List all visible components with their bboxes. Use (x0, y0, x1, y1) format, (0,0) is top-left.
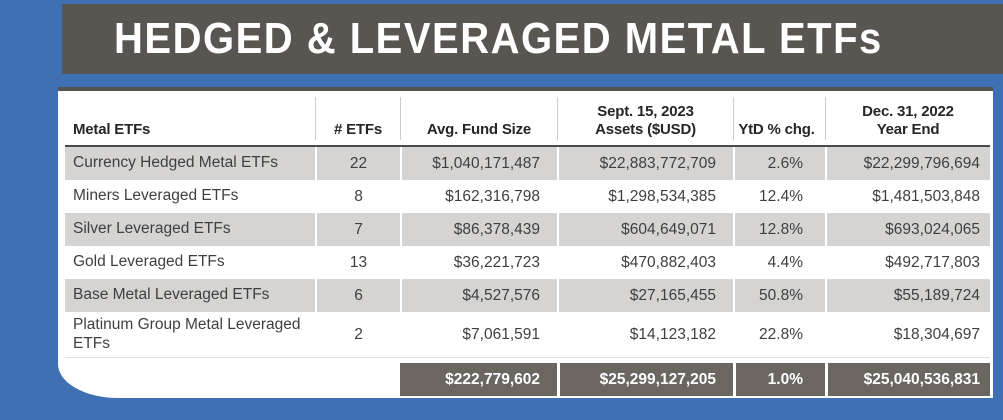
num-etfs-value: 2 (315, 312, 400, 358)
table-row: Silver Leveraged ETFs 7 $86,378,439 $604… (65, 213, 990, 246)
column-header-num-etfs: # ETFs (315, 97, 400, 140)
table-row: Base Metal Leveraged ETFs 6 $4,527,576 $… (65, 279, 990, 312)
year-end-2022-value: $1,481,503,848 (825, 180, 990, 213)
totals-empty-cell (315, 363, 400, 396)
column-header-ytd-pct-chg: YtD % chg. (733, 97, 825, 140)
ytd-pct-chg-value: 12.8% (733, 213, 825, 246)
avg-fund-size-value: $86,378,439 (400, 213, 557, 246)
etf-category: Currency Hedged Metal ETFs (65, 147, 315, 180)
year-end-2022-value: $492,717,803 (825, 246, 990, 279)
year-end-2022-value: $55,189,724 (825, 279, 990, 312)
year-end-2022-value: $18,304,697 (825, 312, 990, 358)
column-header-year-end-2022: Dec. 31, 2022 Year End (825, 97, 990, 140)
totals-empty-cell (65, 363, 315, 396)
column-header-avg-fund-size: Avg. Fund Size (400, 97, 557, 140)
assets-2023-value: $1,298,534,385 (557, 180, 733, 213)
ytd-pct-chg-value: 22.8% (733, 312, 825, 358)
ytd-pct-chg-value: 2.6% (733, 147, 825, 180)
num-etfs-value: 6 (315, 279, 400, 312)
num-etfs-value: 13 (315, 246, 400, 279)
table-header-row: Metal ETFs # ETFs Avg. Fund Size Sept. 1… (65, 97, 990, 147)
table-row: Miners Leveraged ETFs 8 $162,316,798 $1,… (65, 180, 990, 213)
column-header-assets-2023: Sept. 15, 2023 Assets ($USD) (557, 97, 733, 140)
etf-category: Base Metal Leveraged ETFs (65, 279, 315, 312)
assets-2023-value: $470,882,403 (557, 246, 733, 279)
etf-category: Gold Leveraged ETFs (73, 253, 225, 271)
num-etfs-value: 7 (315, 213, 400, 246)
avg-fund-size-value: $162,316,798 (400, 180, 557, 213)
year-end-2022-value: $22,299,796,694 (825, 147, 990, 180)
page-title: HEDGED & LEVERAGED METAL ETFs (114, 14, 883, 63)
avg-fund-size-value: $1,040,171,487 (400, 147, 557, 180)
avg-fund-size-value: $7,061,591 (400, 312, 557, 358)
ytd-pct-chg-value: 12.4% (733, 180, 825, 213)
total-ytd-pct-chg: 1.0% (733, 363, 825, 397)
etf-category: Miners Leveraged ETFs (73, 187, 239, 205)
total-year-end-2022: $25,040,536,831 (825, 363, 990, 397)
ytd-pct-chg-value: 50.8% (733, 279, 825, 312)
num-etfs-value: 8 (315, 180, 400, 213)
etf-category: Platinum Group Metal Leveraged ETFs (73, 316, 301, 352)
assets-2023-value: $27,165,455 (557, 279, 733, 312)
total-avg-fund-size: $222,779,602 (400, 363, 557, 397)
assets-2023-value: $22,883,772,709 (557, 147, 733, 180)
assets-2023-value: $604,649,071 (557, 213, 733, 246)
table-row: Gold Leveraged ETFs 13 $36,221,723 $470,… (65, 246, 990, 279)
table-card: Metal ETFs # ETFs Avg. Fund Size Sept. 1… (58, 87, 993, 398)
avg-fund-size-value: $36,221,723 (400, 246, 557, 279)
title-band: HEDGED & LEVERAGED METAL ETFs (62, 4, 1003, 74)
total-assets-2023: $25,299,127,205 (557, 363, 733, 397)
totals-row: $222,779,602 $25,299,127,205 1.0% $25,04… (65, 363, 990, 397)
num-etfs-value: 22 (315, 147, 400, 180)
avg-fund-size-value: $4,527,576 (400, 279, 557, 312)
assets-2023-value: $14,123,182 (557, 312, 733, 358)
etf-category: Silver Leveraged ETFs (65, 213, 315, 246)
table-row: Currency Hedged Metal ETFs 22 $1,040,171… (65, 147, 990, 180)
column-header-metal-etfs: Metal ETFs (73, 121, 151, 139)
table-row: Platinum Group Metal Leveraged ETFs 2 $7… (65, 312, 990, 358)
metal-etfs-table: Metal ETFs # ETFs Avg. Fund Size Sept. 1… (65, 97, 990, 397)
table-body: Currency Hedged Metal ETFs 22 $1,040,171… (65, 147, 990, 359)
ytd-pct-chg-value: 4.4% (733, 246, 825, 279)
year-end-2022-value: $693,024,065 (825, 213, 990, 246)
